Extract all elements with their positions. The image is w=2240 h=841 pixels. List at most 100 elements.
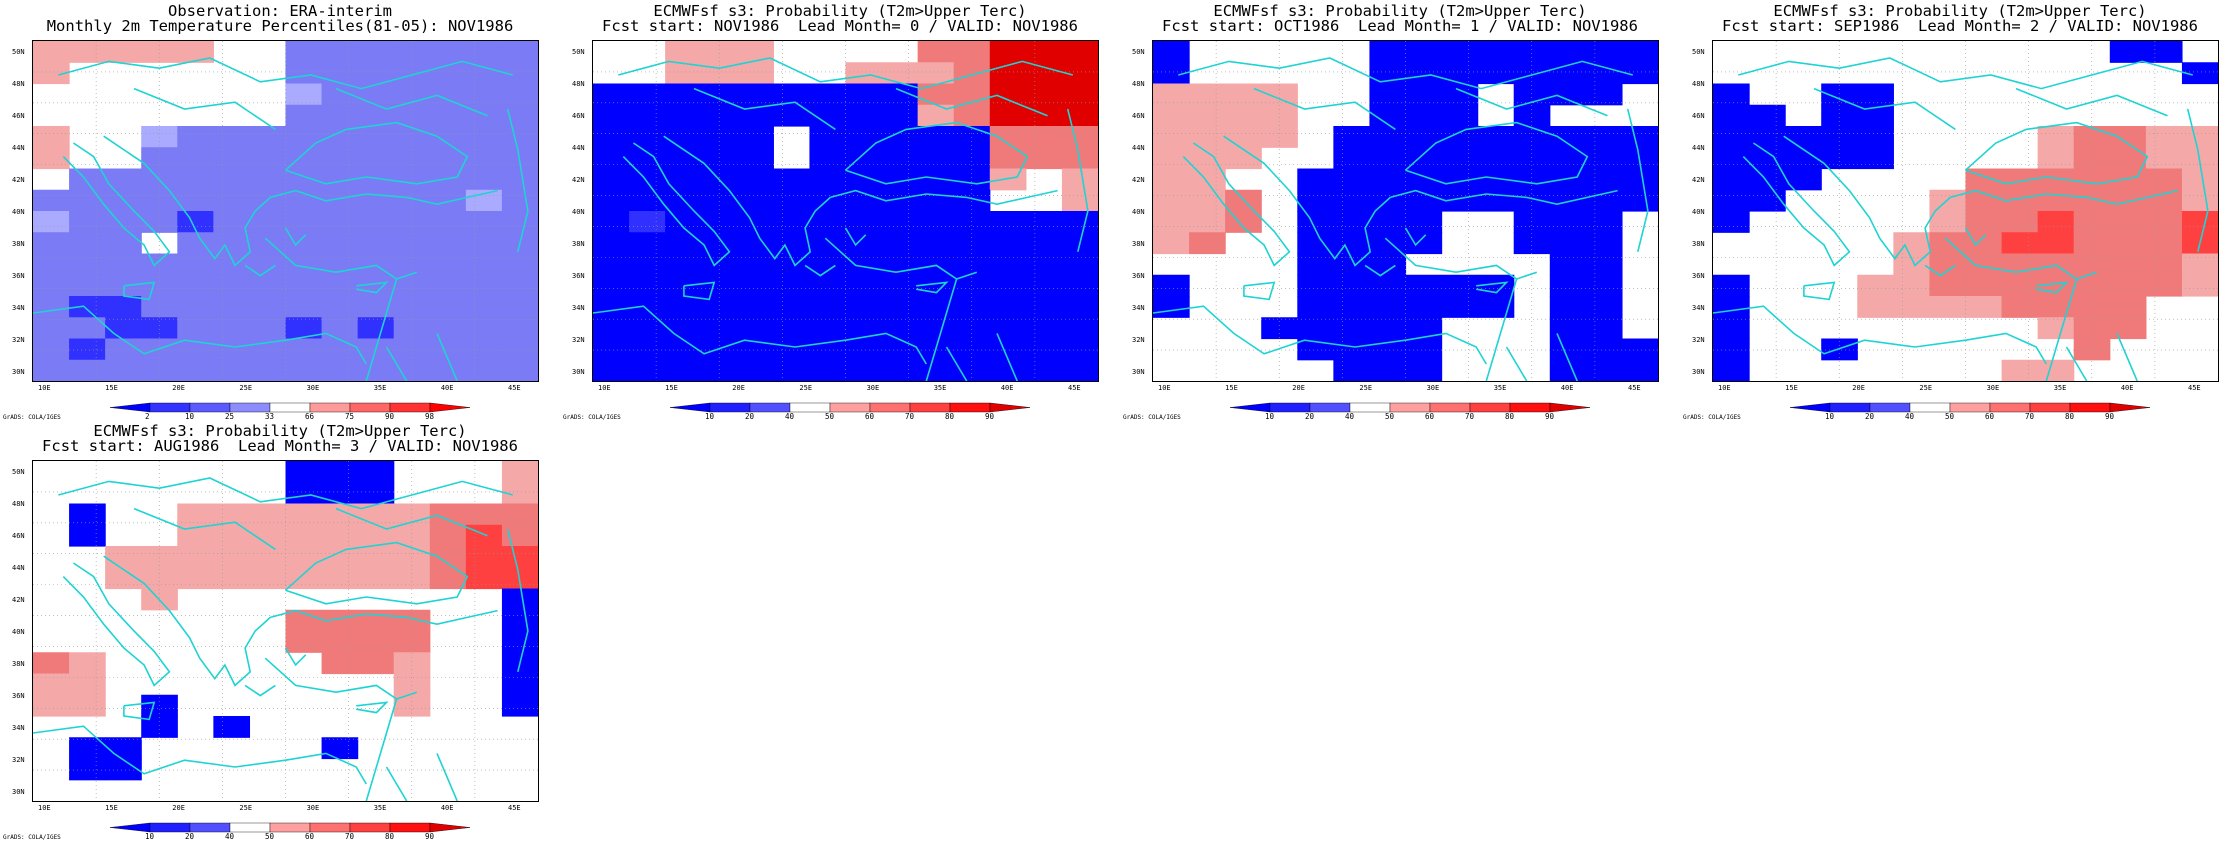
grid-cell [701, 232, 738, 255]
grid-cell [393, 41, 431, 63]
coastline [62, 142, 171, 267]
grid-cell [501, 609, 538, 632]
grid-cell [737, 317, 774, 340]
grid-cell [1297, 211, 1334, 233]
lat-tick-label: 48N [12, 80, 25, 88]
grid-cell [321, 546, 359, 568]
grid-cell [1585, 41, 1623, 63]
coastline [284, 647, 307, 667]
coastline [1476, 281, 1509, 294]
grid-cell [629, 83, 666, 106]
grid-cell [1061, 168, 1098, 191]
grid-cell [285, 461, 323, 483]
grid-cell [989, 126, 1027, 148]
grid-cell [1189, 232, 1226, 255]
colorbar-segment [789, 402, 831, 413]
grid-cell [701, 189, 738, 212]
grid-cell [465, 104, 503, 127]
grid-cell [2109, 296, 2147, 318]
lon-tick-label: 45E [508, 804, 521, 812]
grid-cell [213, 716, 251, 738]
grid-cell [593, 83, 630, 106]
lat-tick-label: 34N [12, 304, 25, 312]
grid-cell [629, 232, 666, 255]
grid-cell [501, 461, 538, 483]
grid-cell [2073, 296, 2111, 318]
lon-tick-label: 10E [1718, 384, 1731, 392]
grid-cell [357, 211, 395, 233]
coastline [365, 278, 398, 381]
grid-cell [701, 253, 738, 276]
coastline [1813, 87, 1956, 131]
lon-tick-label: 45E [2188, 384, 2201, 392]
lat-tick-label: 32N [572, 336, 585, 344]
grid-cell [1025, 41, 1063, 63]
grid-cell [2037, 232, 2075, 255]
grid-cell [881, 126, 919, 148]
grid-cell [2073, 189, 2111, 212]
grid-cell [1061, 83, 1098, 106]
grid-cell [2145, 274, 2183, 297]
grid-cell [881, 83, 919, 106]
grid-cell [393, 189, 431, 212]
grid-cell [465, 338, 503, 361]
lon-tick-label: 30E [1426, 384, 1440, 392]
colorbar-label: 40 [1905, 412, 1915, 421]
grid-cell [285, 317, 323, 340]
grid-cell [501, 482, 538, 505]
coastline [844, 227, 867, 247]
grid-cell [2145, 211, 2183, 233]
grid-cell [809, 211, 847, 233]
grid-cell [321, 41, 359, 63]
grid-cell [1025, 296, 1063, 318]
panel-title-line1: Observation: ERA-interim [168, 2, 392, 20]
grid-cell [1025, 317, 1063, 340]
grid-cell [33, 296, 70, 318]
lon-tick-label: 30E [306, 384, 320, 392]
grid-cell [809, 253, 847, 276]
grid-cell [1549, 296, 1587, 318]
grid-cell [1153, 211, 1190, 233]
grid-cell [465, 41, 503, 63]
grid-cell [1405, 296, 1443, 318]
grid-cell [1369, 126, 1407, 148]
grid-cell [989, 104, 1027, 127]
colorbar [669, 402, 1031, 413]
grid-cell [629, 104, 666, 127]
coastline [2045, 278, 2078, 381]
grid-cell [665, 296, 702, 318]
grid-cell [989, 211, 1027, 233]
grid-cell [357, 126, 395, 148]
grid-cell [177, 211, 214, 233]
grid-cell [1189, 104, 1226, 127]
coastline [58, 477, 514, 510]
grid-cell [2145, 232, 2183, 255]
grid-cell [1857, 274, 1894, 297]
grid-cell [1713, 338, 1750, 361]
grid-cell [1549, 317, 1587, 340]
coastline [1178, 57, 1634, 90]
grid-cell [665, 126, 702, 148]
coastline [1924, 264, 1956, 277]
grid-cell [881, 296, 919, 318]
lat-tick-label: 36N [12, 272, 25, 280]
grid-cell [177, 503, 214, 526]
grid-cell [1621, 126, 1658, 148]
grid-cell [1513, 168, 1551, 191]
grid-cell [69, 168, 106, 191]
coastline [1066, 108, 1089, 252]
grid-cell [33, 62, 70, 85]
grid-cell [1369, 104, 1407, 127]
grid-cell [285, 338, 323, 361]
grid-cell [357, 168, 395, 191]
colorbar-label: 80 [2065, 412, 2075, 421]
grid-cell [1713, 147, 1750, 170]
colorbar-label: 90 [1545, 412, 1555, 421]
grid-cell [105, 317, 142, 340]
colorbar-label: 90 [2105, 412, 2115, 421]
grid-cell [1929, 211, 1967, 233]
grid-cell [1585, 211, 1623, 233]
coastline [2036, 281, 2069, 294]
grid-cell [213, 168, 251, 191]
grid-cell [213, 296, 251, 318]
